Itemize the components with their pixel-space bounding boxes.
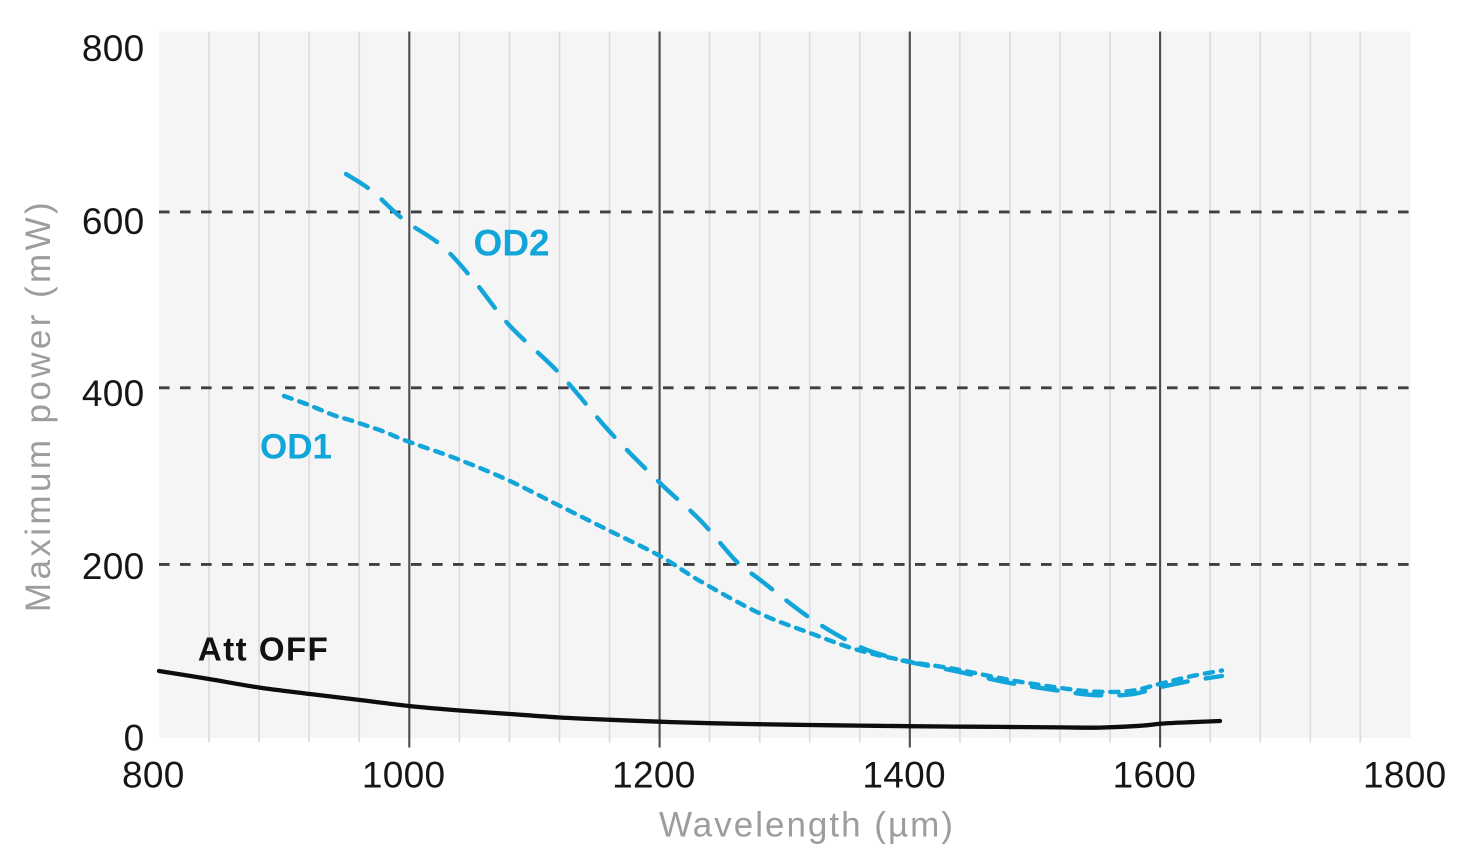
svg-text:OD2: OD2 <box>474 222 550 263</box>
svg-text:800: 800 <box>82 28 145 69</box>
svg-text:Wavelength (µm): Wavelength (µm) <box>659 806 955 845</box>
svg-text:Att OFF: Att OFF <box>198 630 329 667</box>
svg-text:1000: 1000 <box>362 755 446 796</box>
svg-text:1200: 1200 <box>612 755 696 796</box>
svg-text:1600: 1600 <box>1113 755 1197 796</box>
svg-text:800: 800 <box>122 755 185 796</box>
svg-text:0: 0 <box>124 718 145 759</box>
svg-text:400: 400 <box>82 373 145 414</box>
svg-text:Maximum power (mW): Maximum power (mW) <box>19 199 58 612</box>
svg-text:OD1: OD1 <box>260 428 332 467</box>
svg-text:1800: 1800 <box>1363 755 1447 796</box>
svg-text:600: 600 <box>82 201 145 242</box>
svg-text:1400: 1400 <box>862 755 946 796</box>
svg-text:200: 200 <box>82 546 145 587</box>
